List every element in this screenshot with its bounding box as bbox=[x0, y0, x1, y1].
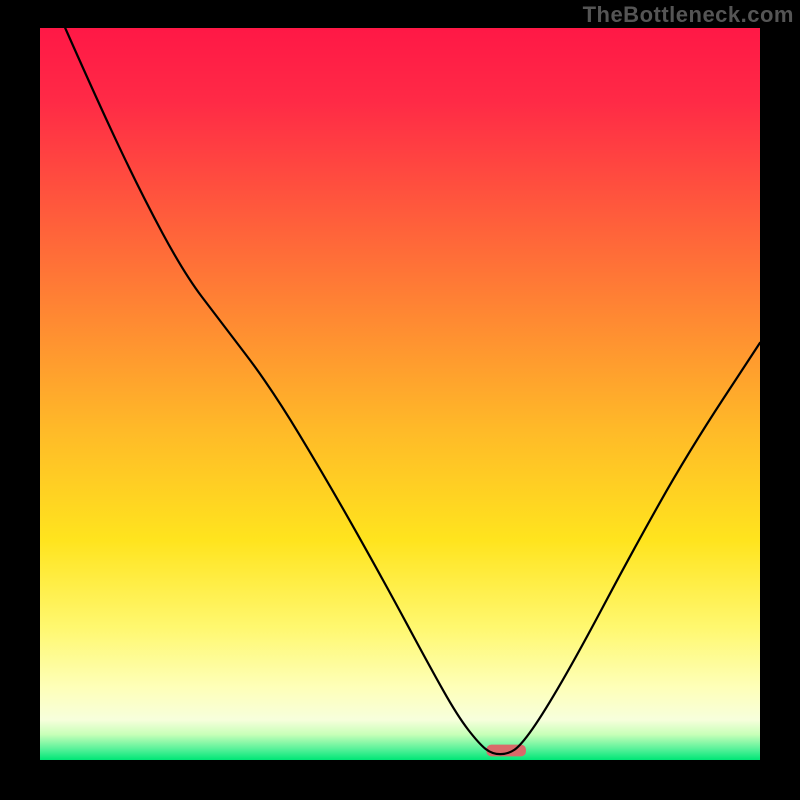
optimal-marker bbox=[486, 745, 526, 757]
watermark-text: TheBottleneck.com bbox=[583, 2, 794, 28]
chart-background bbox=[40, 28, 760, 760]
